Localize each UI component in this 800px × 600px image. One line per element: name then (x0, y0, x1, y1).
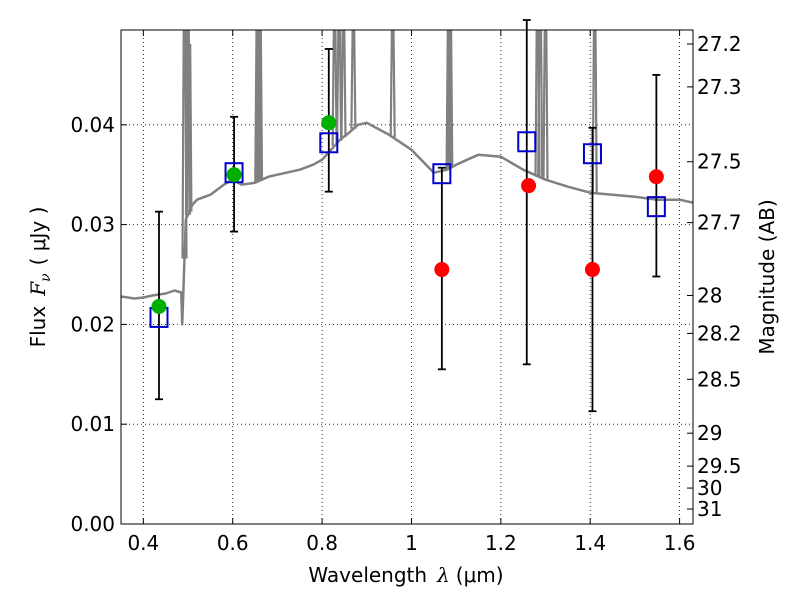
x-axis-title: Wavelength λ (μm) (308, 563, 503, 587)
y2-tick-label: 27.7 (697, 211, 742, 235)
upper-limit-point (521, 178, 537, 194)
x-tick-label: 1.2 (485, 531, 517, 555)
y2-tick-label: 29.5 (697, 454, 742, 478)
x-tick-label: 0.6 (217, 531, 249, 555)
emission-line-spike (336, 30, 343, 141)
y-tick-label: 0.00 (70, 512, 115, 536)
y2-axis-title: Magnitude (AB) (755, 199, 779, 354)
x-tick-label: 0.4 (127, 531, 159, 555)
emission-line-spike (445, 30, 452, 170)
plot-frame (120, 29, 694, 525)
y-tick-label: 0.02 (70, 312, 115, 336)
plot-area (121, 30, 693, 326)
y-tick-label: 0.01 (70, 412, 115, 436)
y2-tick-label: 28 (697, 283, 722, 307)
markers (149, 115, 666, 328)
y2-tick-label: 27.3 (697, 75, 742, 99)
model-flux-square (517, 131, 537, 153)
model-flux-square (432, 163, 452, 185)
emission-line-spike (186, 43, 193, 212)
upper-limit-point (434, 262, 450, 278)
detection-point (321, 115, 337, 131)
y2-tick-label: 27.5 (697, 150, 742, 174)
x-tick-label: 0.8 (306, 531, 338, 555)
y2-tick-label: 29 (697, 421, 722, 445)
model-flux-square (646, 196, 666, 218)
y2-tick-label: 30 (697, 476, 722, 500)
emission-line-spike (350, 30, 357, 129)
upper-limit-point (648, 169, 664, 185)
x-tick-label: 1.6 (664, 531, 696, 555)
model-flux-square (582, 143, 602, 165)
errorbars (154, 19, 661, 413)
ticks: 0.4 0.6 0.8 1 1.2 1.4 1.6 0.00 0.01 0.02 0.03 0.04 2… (70, 30, 742, 555)
y-tick-label: 0.03 (70, 213, 115, 237)
emission-line-spike (447, 30, 454, 169)
emission-line-spike (184, 30, 192, 215)
emission-line-spike (542, 30, 549, 180)
emission-line-spike (256, 30, 264, 181)
y2-tick-label: 28.2 (697, 321, 742, 345)
emission-line-spike (389, 30, 396, 138)
x-tick-label: 1 (405, 531, 418, 555)
model-flux-square (319, 132, 339, 154)
x-tick-label: 1.4 (574, 531, 606, 555)
y2-tick-label: 31 (697, 497, 722, 521)
y-axis-title: FluxFν( μJy ) (26, 207, 54, 348)
model-flux-square (224, 162, 244, 184)
model-spectrum-line (121, 121, 693, 326)
emission-line-spike (340, 30, 347, 138)
grid (121, 30, 693, 525)
y2-tick-label: 27.2 (697, 32, 742, 56)
detection-point (226, 167, 242, 183)
detection-point (151, 298, 167, 314)
y2-tick-label: 28.5 (697, 367, 742, 391)
emission-line-spike (591, 30, 598, 194)
upper-limit-point (584, 262, 600, 278)
emission-line-spike (331, 30, 338, 146)
emission-line-spike (537, 30, 544, 178)
y-tick-label: 0.04 (70, 113, 115, 137)
